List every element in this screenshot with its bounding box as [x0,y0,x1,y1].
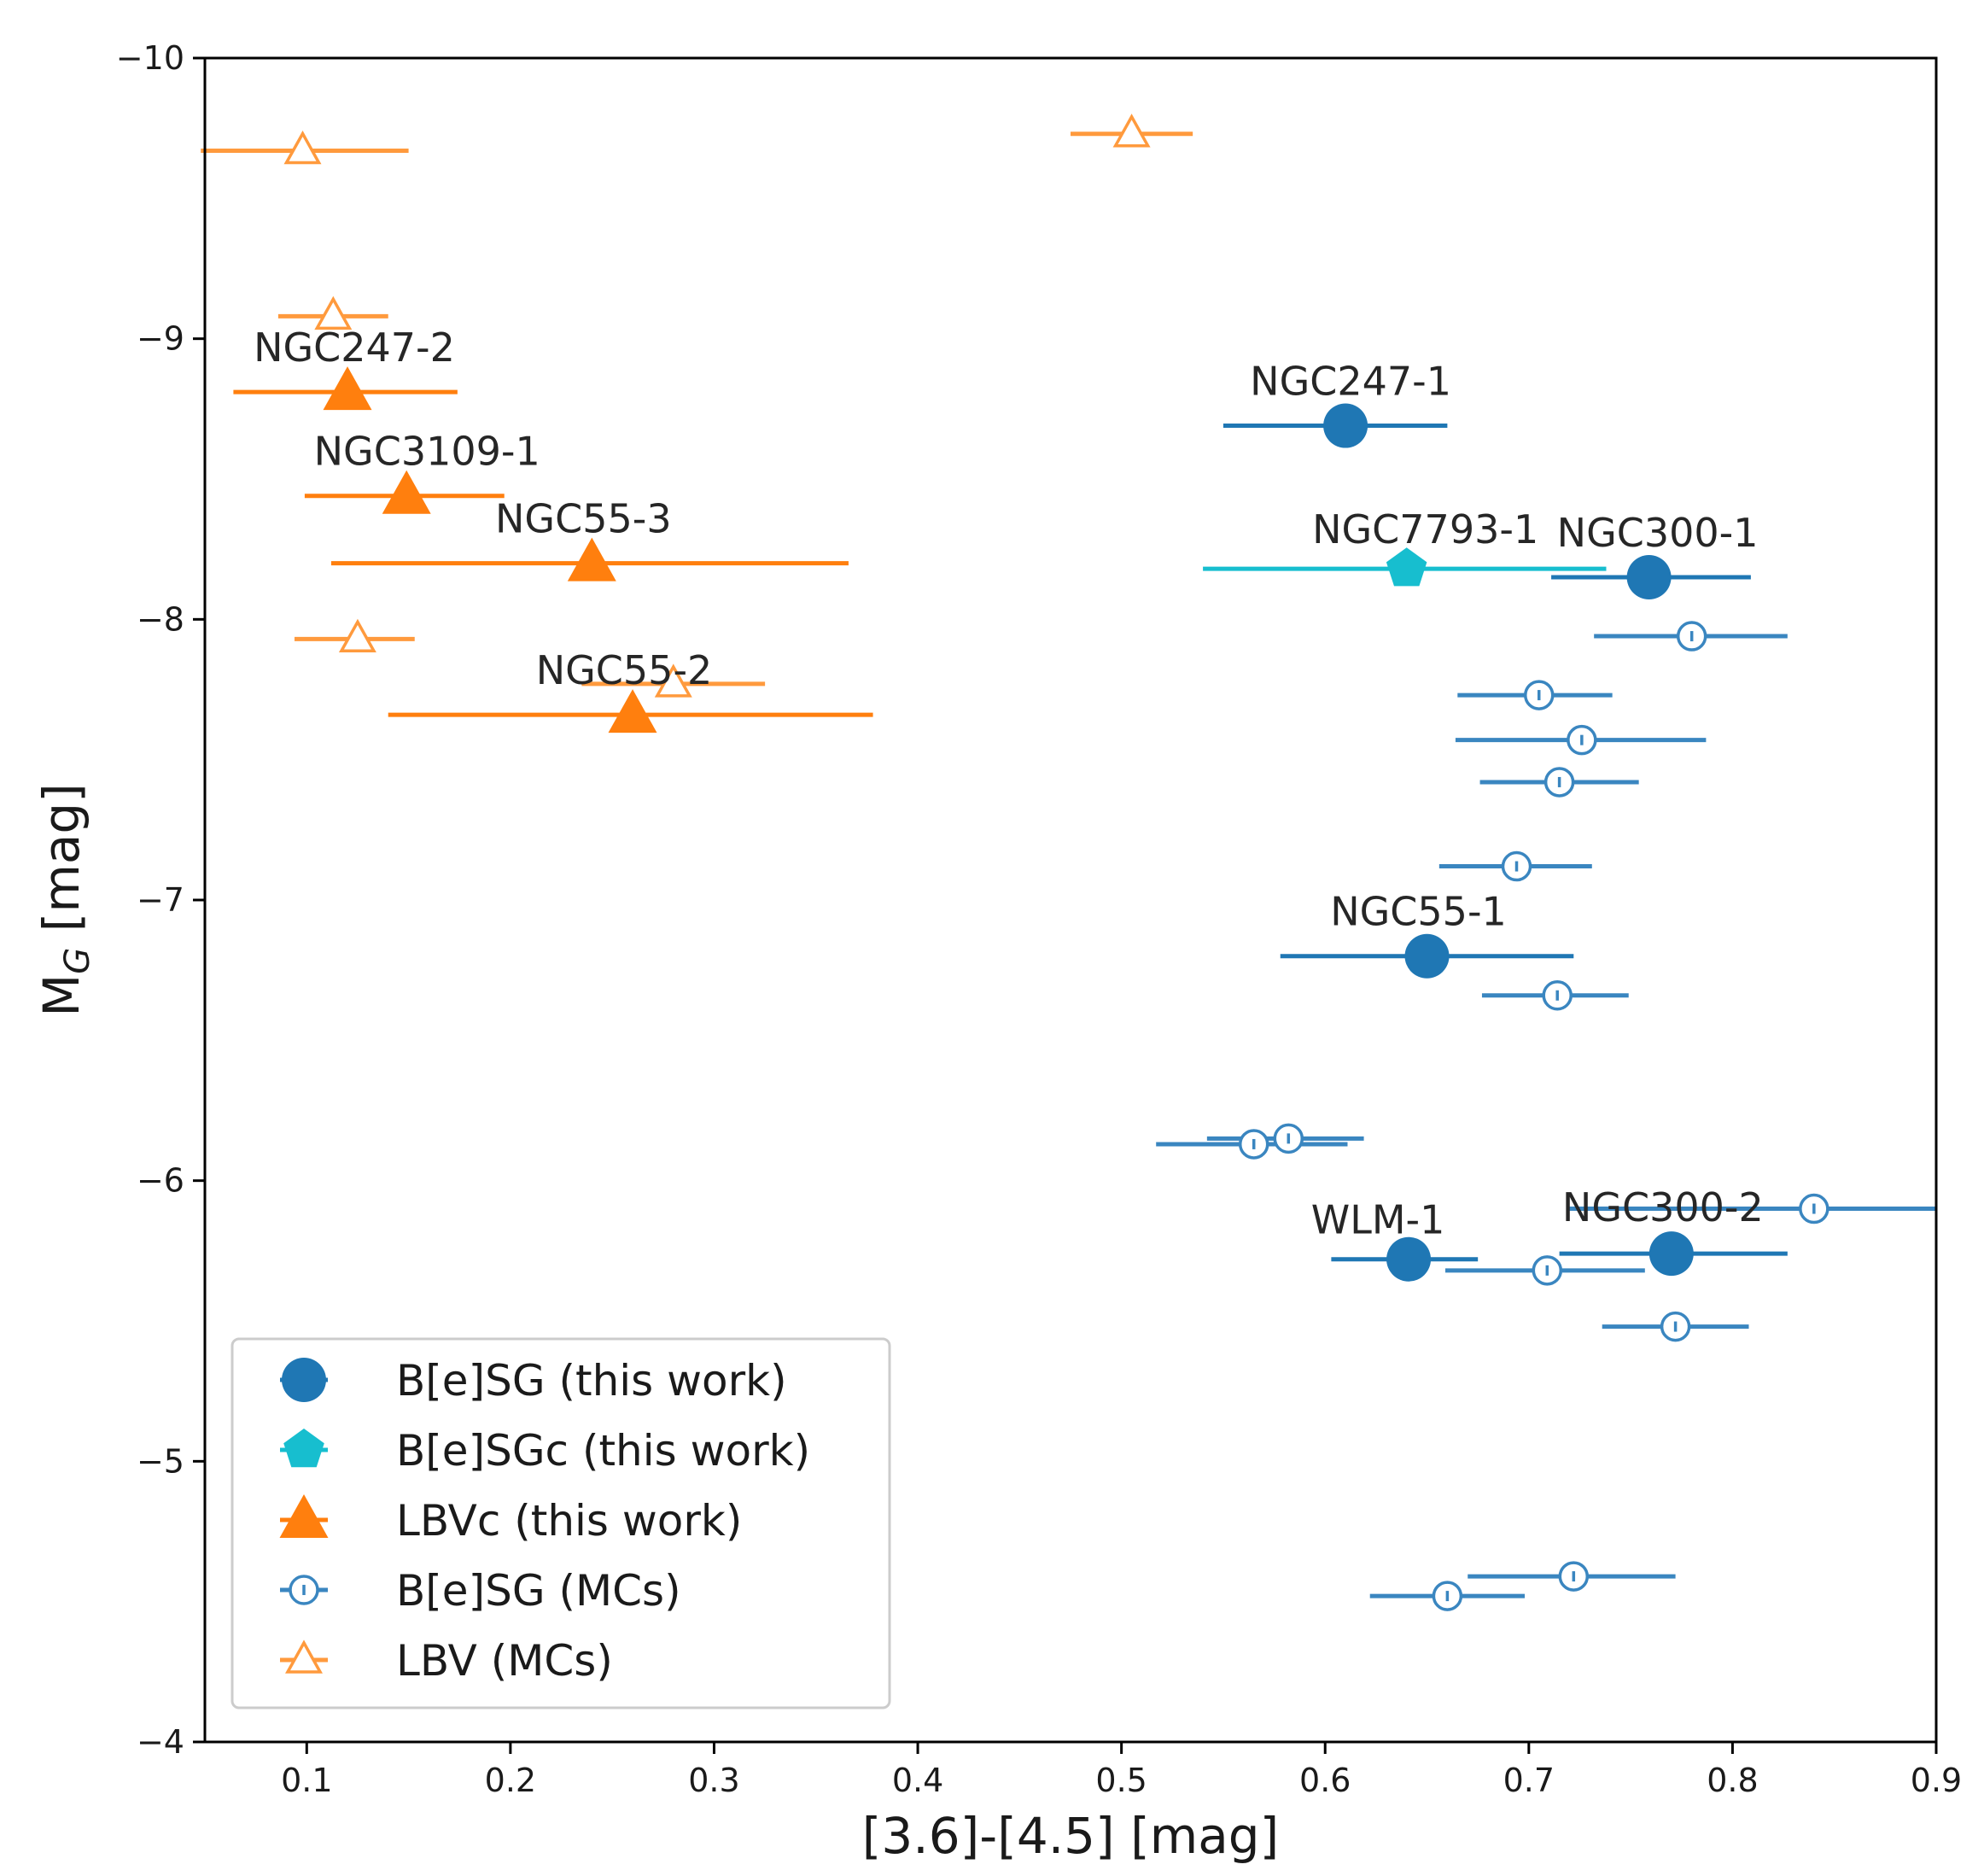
y-tick-label: −5 [137,1442,184,1480]
legend-box [230,1337,891,1709]
y-tick-label: −10 [116,39,184,77]
markers-layer [283,114,1829,1611]
legend-entry: B[e]SGc (this work) [396,1426,810,1476]
x-tick-label: 0.2 [485,1762,536,1799]
x-tick-label: 0.1 [281,1762,332,1799]
x-tick-label: 0.7 [1503,1762,1555,1799]
x-tick-label: 0.5 [1095,1762,1147,1799]
annotations-layer: NGC247-1 NGC300-1 NGC55-1 WLM-1 NGC300-2 NGC7… [254,324,1764,1243]
x-tick-label: 0.4 [892,1762,943,1799]
data-point [314,295,353,330]
data-point [382,470,431,514]
y-axis-label-tail: [mag] [32,783,90,948]
point-label: NGC3109-1 [314,429,540,475]
y-axis-label-main: M [32,974,90,1017]
data-point [338,618,376,653]
point-label: NGC247-1 [1250,359,1451,405]
data-point [1112,114,1151,148]
y-tick-label: −4 [137,1723,184,1761]
y-axis-ticks: −10 −9 −8 −7 −6 −5 −4 [116,39,205,1761]
x-axis-ticks: 0.1 0.2 0.3 0.4 0.5 0.6 0.7 0.8 0.9 [281,1742,1962,1799]
legend-marker [279,1494,329,1538]
point-label: NGC247-2 [254,324,455,371]
data-point [654,663,692,698]
x-axis-label: [3.6]-[4.5] [mag] [862,1807,1279,1865]
data-point [323,366,372,411]
point-label: NGC300-1 [1557,510,1759,556]
legend: B[e]SG (this work) B[e]SGc (this work) LBV… [230,1337,891,1709]
legend-entry: LBVc (this work) [396,1496,742,1546]
y-axis-label-sub: G [58,948,97,974]
legend-marker [285,1639,323,1674]
data-point [1404,933,1450,979]
data-point [608,689,657,733]
y-tick-label: −9 [137,320,184,358]
x-tick-label: 0.8 [1707,1762,1758,1799]
legend-marker [283,1429,324,1468]
point-label: NGC55-3 [495,496,672,542]
legend-entry: LBV (MCs) [396,1636,613,1686]
y-tick-label: −6 [137,1162,184,1200]
data-point [283,130,322,165]
data-point [1386,1236,1432,1282]
y-tick-label: −7 [137,881,184,919]
data-point [1626,555,1672,600]
point-label: NGC55-1 [1330,889,1507,935]
y-axis-label: MG [mag] [32,783,97,1017]
legend-marker [282,1358,326,1402]
legend-entry: B[e]SG (this work) [396,1356,787,1406]
data-point [1323,403,1368,448]
y-tick-label: −8 [137,600,184,638]
data-point [1648,1231,1694,1277]
legend-entry: B[e]SG (MCs) [396,1566,681,1616]
data-point [567,537,616,582]
point-label: NGC7793-1 [1312,506,1538,552]
data-point [1386,547,1427,587]
x-tick-label: 0.3 [688,1762,739,1799]
x-tick-label: 0.6 [1299,1762,1351,1799]
point-label: NGC55-2 [536,647,713,693]
point-label: NGC300-2 [1562,1184,1764,1230]
point-label: WLM-1 [1311,1197,1445,1243]
x-tick-label: 0.9 [1911,1762,1962,1799]
